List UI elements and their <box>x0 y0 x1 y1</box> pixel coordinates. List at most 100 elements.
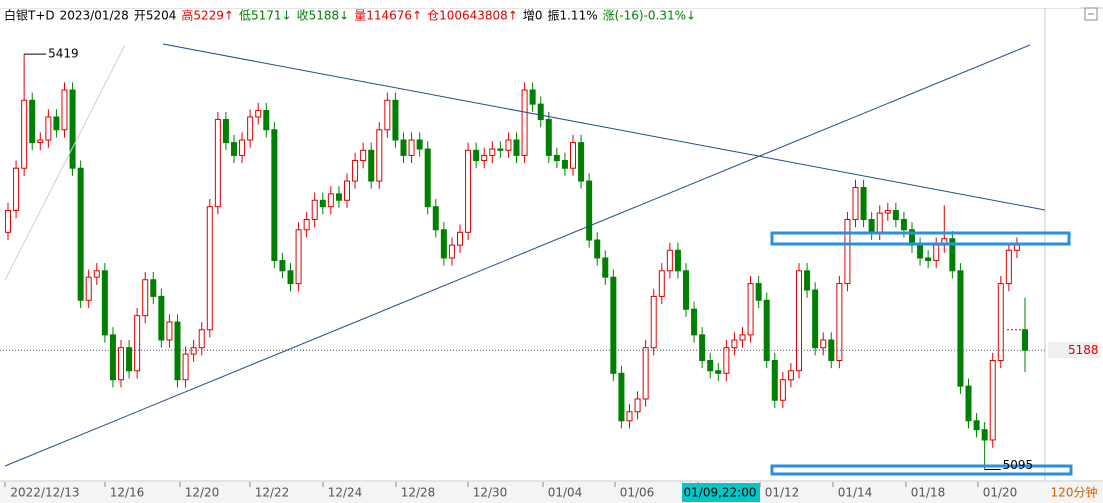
candle-body <box>1022 329 1028 351</box>
candle-body <box>384 99 391 131</box>
candle-body <box>884 210 891 214</box>
candle-body <box>779 379 786 401</box>
header-item: 低5171↓ <box>239 9 292 23</box>
zone-box <box>770 464 1073 476</box>
candle-body <box>917 244 924 259</box>
candle-body <box>400 139 407 156</box>
candle-body <box>699 334 706 362</box>
candle-body <box>352 160 359 182</box>
x-tick-label: 2022/12/13 <box>10 486 79 500</box>
candle-body <box>448 244 455 259</box>
candle-body <box>852 186 859 221</box>
candle-body <box>166 321 173 341</box>
candle-body <box>69 89 76 169</box>
candle-body <box>578 142 585 182</box>
candle-body <box>1005 249 1012 285</box>
candle-body <box>440 229 447 259</box>
candle-body <box>85 276 92 301</box>
candle-body <box>271 129 278 262</box>
trend-line-down <box>162 43 1046 211</box>
candle-body <box>900 219 907 231</box>
candle-body <box>836 283 843 362</box>
candle-body <box>820 339 827 349</box>
candle-body <box>327 193 334 208</box>
candle-body <box>335 193 342 201</box>
header: 白银T+D 2023/01/28 开5204 高5229↑ 低5171↓ 收5188↓ 量1… <box>0 0 1080 23</box>
candle-body <box>368 149 375 182</box>
candle-body <box>190 347 197 355</box>
candle-body <box>457 231 463 246</box>
x-tick-label: 01/04 <box>548 486 583 500</box>
candle-body <box>553 154 560 162</box>
candle-body <box>933 244 940 262</box>
candle-body <box>739 334 746 341</box>
header-item: 开5204 <box>134 9 177 23</box>
candle-body <box>610 276 617 374</box>
candles <box>5 54 1028 470</box>
candle-body <box>787 370 794 381</box>
x-tick-label: 12/20 <box>185 486 220 500</box>
candle-body <box>134 315 141 372</box>
candle-body <box>408 139 415 156</box>
candle-body <box>29 99 36 144</box>
candle-body <box>416 139 423 150</box>
candle-body <box>731 339 738 349</box>
candle-body <box>118 347 124 381</box>
candle-body <box>287 270 294 285</box>
candle-body <box>13 167 20 212</box>
x-tick-label: 12/24 <box>328 486 363 500</box>
candle-body <box>489 148 496 156</box>
candle-body <box>465 149 472 233</box>
candle-body <box>844 219 851 285</box>
candle-body <box>150 279 157 297</box>
candle-body <box>812 289 819 349</box>
x-label-highlight <box>682 483 760 502</box>
candle-body <box>602 257 609 278</box>
candle-body <box>513 139 520 156</box>
period-label: 120分钟 <box>1051 485 1098 500</box>
header-item: 振1.11% <box>547 9 597 23</box>
candle-body <box>650 295 657 349</box>
min-label: 5095 <box>1003 458 1034 472</box>
candle-body <box>715 370 722 374</box>
x-tick-label: 12/16 <box>110 486 145 500</box>
header-item: 量114676↑ <box>354 9 422 23</box>
last-price-label: 5188 <box>1068 343 1099 357</box>
candle-body <box>21 99 28 169</box>
candle-body <box>965 385 972 422</box>
candle-body <box>247 116 254 141</box>
candle-body <box>1013 244 1020 251</box>
candle-body <box>101 270 108 336</box>
candle-body <box>214 119 221 208</box>
candle-body <box>618 372 625 422</box>
candle-body <box>949 238 956 272</box>
candle-body <box>892 210 899 221</box>
candle-body <box>521 89 528 156</box>
candle-body <box>957 270 964 387</box>
candle-body <box>45 116 52 141</box>
candle-body <box>529 89 536 105</box>
candle-body <box>295 229 302 285</box>
candle-body <box>707 360 714 372</box>
candle-body <box>876 212 883 233</box>
candle-body <box>973 420 980 431</box>
candle-body <box>239 139 246 156</box>
header-item: 高5229↑ <box>181 8 234 23</box>
trend-line-faint <box>4 44 126 281</box>
candle-body <box>182 353 189 381</box>
candle-body <box>763 299 770 362</box>
candle-body <box>505 139 512 151</box>
candle-body <box>231 142 237 156</box>
candle-body <box>303 219 310 231</box>
candle-body <box>206 206 213 331</box>
x-tick-label: 12/22 <box>255 486 290 500</box>
header-item: 2023/01/28 <box>60 9 129 23</box>
candle-body <box>53 116 60 131</box>
candle-body <box>497 148 504 151</box>
period-box <box>1045 483 1103 502</box>
candle-body <box>263 110 270 131</box>
candle-body <box>222 119 229 144</box>
candle-body <box>723 347 730 374</box>
candle-body <box>392 99 399 141</box>
